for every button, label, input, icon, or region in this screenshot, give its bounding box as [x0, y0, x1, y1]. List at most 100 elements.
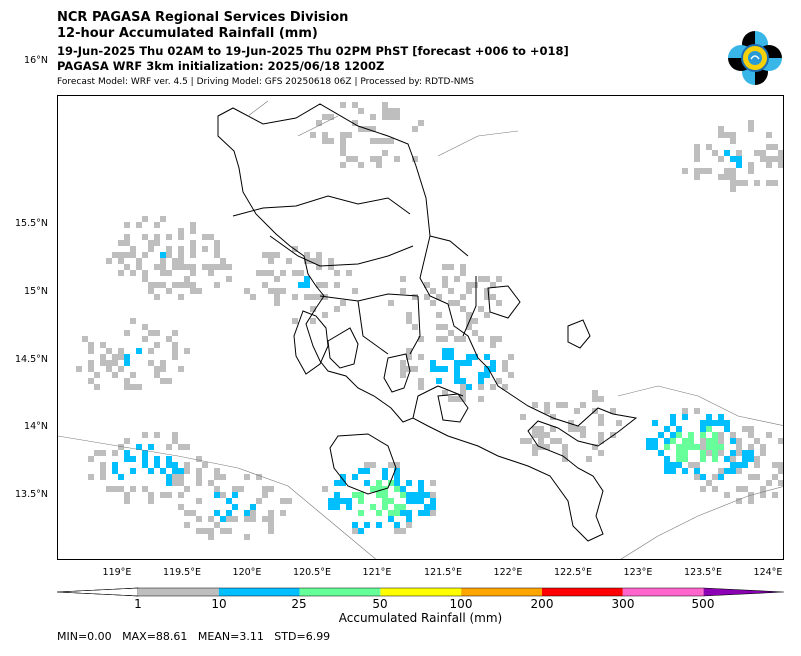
rain-cell — [400, 492, 406, 498]
rain-cell — [322, 114, 328, 120]
rain-cell — [148, 288, 154, 294]
rain-cell — [766, 132, 772, 138]
rain-cell — [706, 168, 712, 174]
rain-cell — [316, 264, 322, 270]
rain-cell — [166, 336, 172, 342]
rain-cell — [388, 138, 394, 144]
rain-cell — [412, 324, 418, 330]
rain-cell — [376, 480, 382, 486]
rain-cell — [484, 294, 490, 300]
rain-cell — [160, 366, 166, 372]
colorbar-tick-50: 50 — [372, 597, 388, 611]
rain-cell — [286, 258, 292, 264]
rain-cell — [706, 438, 712, 444]
rain-cell — [580, 402, 586, 408]
rain-cell — [262, 282, 268, 288]
rain-cell — [436, 312, 442, 318]
rain-cell — [382, 102, 388, 108]
rain-cell — [118, 354, 124, 360]
rain-cell — [418, 486, 424, 492]
rain-cell — [340, 480, 346, 486]
rain-cell — [394, 528, 400, 534]
rain-cell — [406, 312, 412, 318]
rain-cell — [736, 180, 742, 186]
rain-cell — [94, 372, 100, 378]
rain-cell — [118, 252, 124, 258]
rain-cell — [412, 126, 418, 132]
rain-cell — [214, 510, 220, 516]
rain-cell — [214, 492, 220, 498]
rain-cell — [172, 264, 178, 270]
rain-cell — [724, 426, 730, 432]
rain-cell — [700, 432, 706, 438]
rain-cell — [430, 300, 436, 306]
rain-cell — [154, 282, 160, 288]
colorbar-tick-1: 1 — [134, 597, 142, 611]
rain-cell — [706, 444, 712, 450]
rain-cell — [298, 270, 304, 276]
rain-cell — [166, 462, 172, 468]
rain-cell — [730, 186, 736, 192]
rain-cell — [358, 108, 364, 114]
rain-cell — [262, 252, 268, 258]
rain-cell — [220, 516, 226, 522]
rain-cell — [94, 450, 100, 456]
rain-cell — [148, 468, 154, 474]
rain-cell — [352, 288, 358, 294]
rain-cell — [388, 480, 394, 486]
rain-cell — [778, 462, 783, 468]
rain-cell — [400, 486, 406, 492]
lon-label-124: 124°E — [753, 567, 783, 578]
rain-cell — [442, 366, 448, 372]
rain-cell — [412, 156, 418, 162]
colorbar-label: Accumulated Rainfall (mm) — [338, 611, 503, 625]
rain-cell — [742, 456, 748, 462]
rain-cell — [178, 504, 184, 510]
rain-cell — [700, 456, 706, 462]
rain-cell — [718, 414, 724, 420]
rain-cell — [460, 360, 466, 366]
rain-cell — [88, 378, 94, 384]
rain-cell — [778, 468, 783, 474]
rain-cell — [382, 114, 388, 120]
rain-cell — [154, 234, 160, 240]
rain-cell — [172, 348, 178, 354]
statistics-line: MIN=0.00 MAX=88.61 MEAN=3.11 STD=6.99 — [57, 630, 331, 643]
rain-cell — [736, 468, 742, 474]
rain-cell — [112, 372, 118, 378]
rain-cell — [484, 372, 490, 378]
rain-cell — [358, 510, 364, 516]
rain-cell — [124, 354, 130, 360]
rain-cell — [178, 480, 184, 486]
neighbor-coastlines — [58, 100, 783, 559]
rain-cell — [448, 288, 454, 294]
rain-cell — [394, 504, 400, 510]
colorbar-tick-25: 25 — [291, 597, 307, 611]
rain-cell — [478, 396, 484, 402]
lon-label-119-5: 119.5°E — [163, 567, 201, 578]
rain-cell — [226, 264, 232, 270]
rain-cell — [88, 366, 94, 372]
rain-cell — [214, 468, 220, 474]
rain-cell — [478, 306, 484, 312]
rain-cell — [190, 228, 196, 234]
rain-cell — [670, 414, 676, 420]
rain-cell — [766, 144, 772, 150]
rain-cell — [166, 456, 172, 462]
rain-cell — [304, 258, 310, 264]
rain-cell — [334, 504, 340, 510]
rain-cell — [574, 426, 580, 432]
rain-cell — [748, 450, 754, 456]
rain-cell — [418, 480, 424, 486]
rain-cell — [400, 504, 406, 510]
rain-cell — [298, 282, 304, 288]
rain-cell — [178, 444, 184, 450]
rain-cell — [148, 282, 154, 288]
laguna-lake — [383, 353, 411, 393]
rain-cell — [694, 468, 700, 474]
rain-cell — [130, 318, 136, 324]
rain-cell — [418, 354, 424, 360]
rain-cell — [448, 264, 454, 270]
rain-cell — [178, 294, 184, 300]
rain-cell — [118, 348, 124, 354]
